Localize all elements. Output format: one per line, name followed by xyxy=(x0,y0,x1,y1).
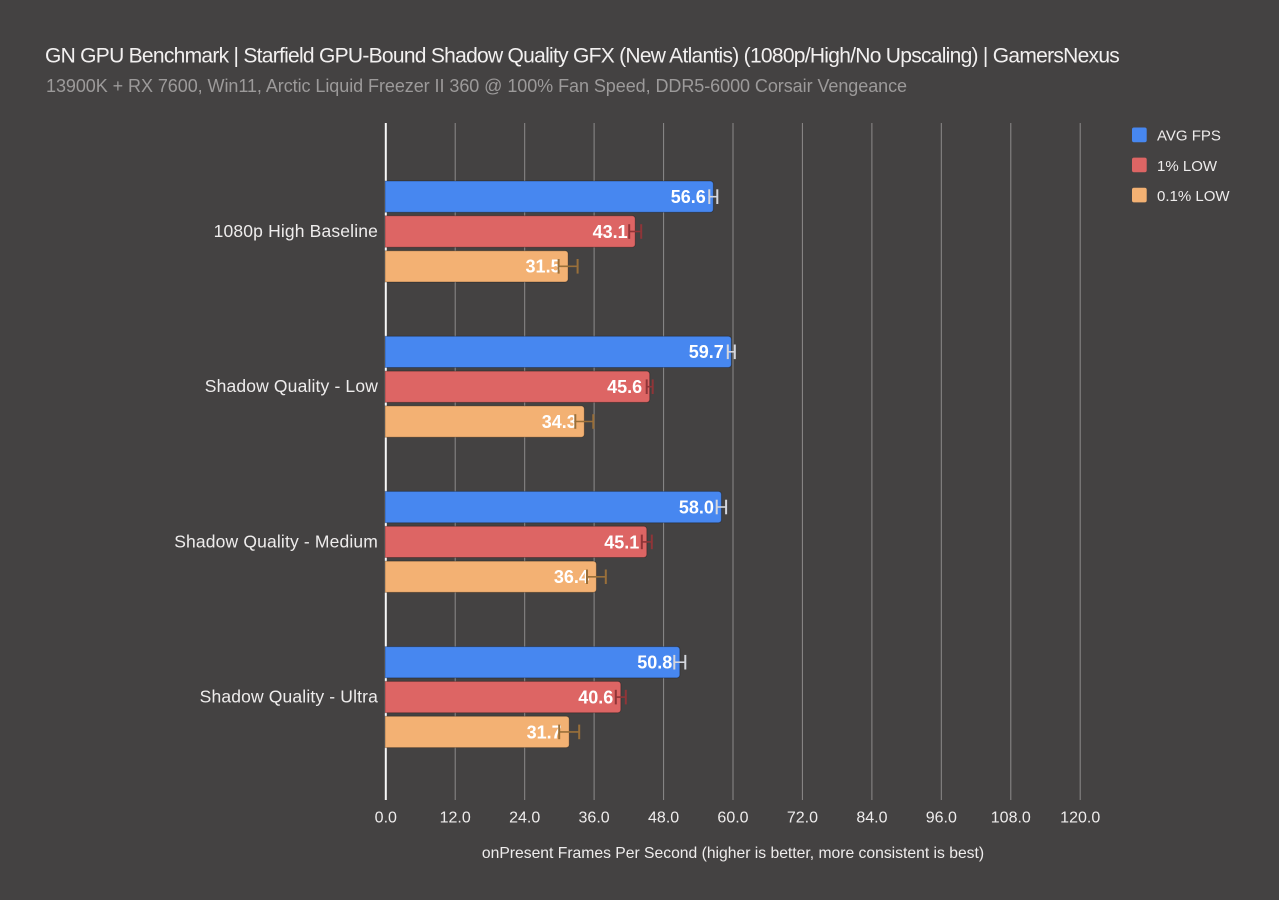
svg-text:36.4: 36.4 xyxy=(554,567,589,587)
svg-text:0.0: 0.0 xyxy=(375,810,397,827)
svg-text:59.7: 59.7 xyxy=(689,342,724,362)
svg-text:1080p High Baseline: 1080p High Baseline xyxy=(214,221,378,241)
svg-text:GN GPU Benchmark | Starfield G: GN GPU Benchmark | Starfield GPU-Bound S… xyxy=(45,45,1119,68)
svg-text:onPresent Frames Per Second (h: onPresent Frames Per Second (higher is b… xyxy=(482,845,984,862)
svg-text:45.1: 45.1 xyxy=(604,532,639,552)
svg-text:31.5: 31.5 xyxy=(526,257,561,277)
svg-text:Shadow Quality - Medium: Shadow Quality - Medium xyxy=(174,531,378,551)
svg-text:36.0: 36.0 xyxy=(579,810,610,827)
svg-text:24.0: 24.0 xyxy=(509,810,540,827)
svg-text:1% LOW: 1% LOW xyxy=(1157,158,1218,175)
svg-text:48.0: 48.0 xyxy=(648,810,679,827)
svg-text:60.0: 60.0 xyxy=(717,810,748,827)
svg-text:Shadow Quality - Low: Shadow Quality - Low xyxy=(205,376,378,396)
svg-text:31.7: 31.7 xyxy=(527,722,562,742)
svg-text:13900K + RX 7600, Win11, Arcti: 13900K + RX 7600, Win11, Arctic Liquid F… xyxy=(46,76,907,96)
svg-text:45.6: 45.6 xyxy=(607,377,642,397)
svg-text:56.6: 56.6 xyxy=(671,187,706,207)
svg-text:0.1% LOW: 0.1% LOW xyxy=(1157,188,1230,205)
svg-text:43.1: 43.1 xyxy=(593,222,628,242)
svg-text:96.0: 96.0 xyxy=(926,810,957,827)
svg-text:58.0: 58.0 xyxy=(679,497,714,517)
svg-text:50.8: 50.8 xyxy=(637,653,672,673)
svg-text:108.0: 108.0 xyxy=(991,810,1031,827)
svg-text:40.6: 40.6 xyxy=(578,688,613,708)
svg-text:AVG FPS: AVG FPS xyxy=(1157,128,1221,145)
svg-text:84.0: 84.0 xyxy=(856,810,887,827)
svg-text:12.0: 12.0 xyxy=(440,810,471,827)
svg-text:72.0: 72.0 xyxy=(787,810,818,827)
svg-text:Shadow Quality - Ultra: Shadow Quality - Ultra xyxy=(200,687,378,707)
svg-text:34.3: 34.3 xyxy=(542,412,577,432)
svg-text:120.0: 120.0 xyxy=(1060,810,1100,827)
